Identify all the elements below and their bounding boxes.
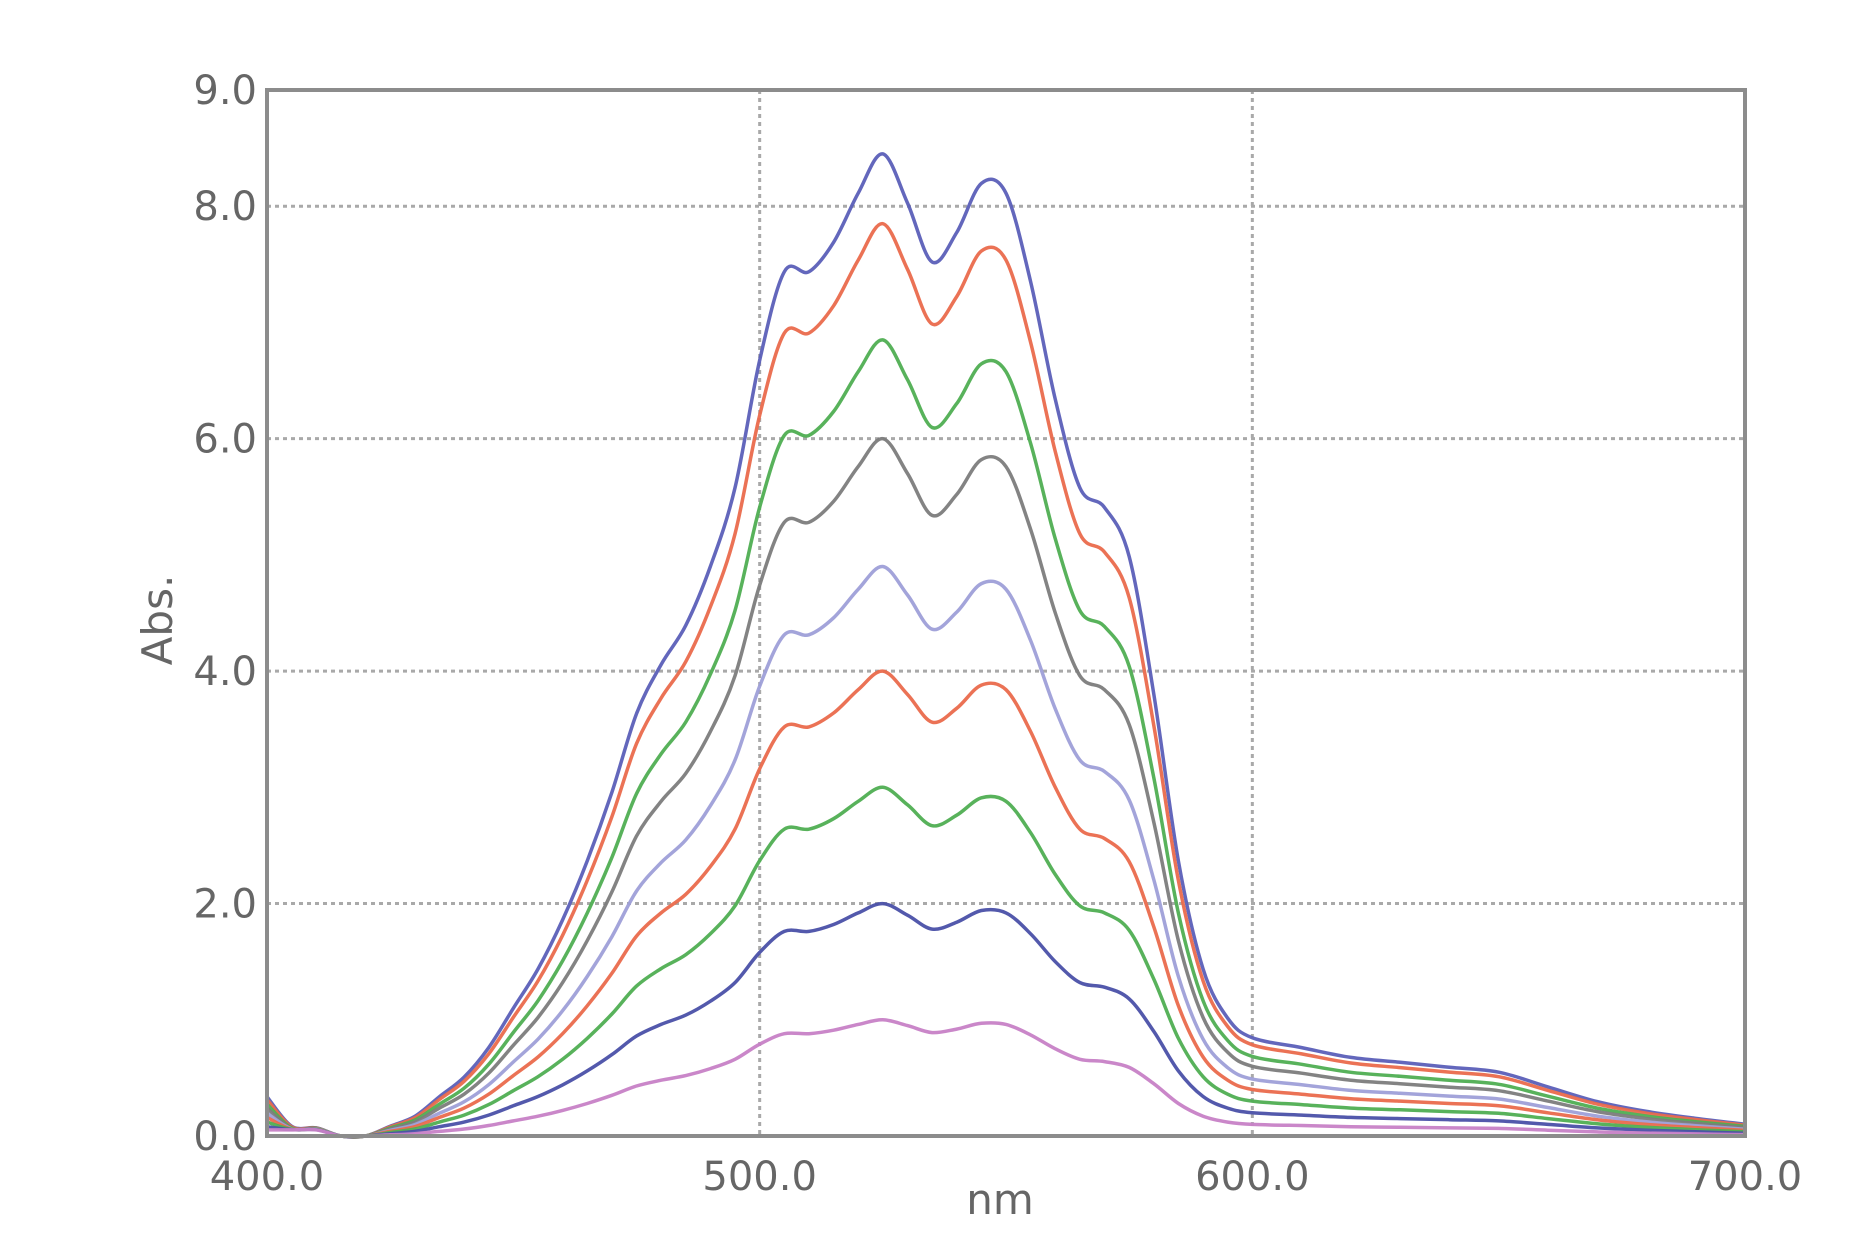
- y-tick-labels: 0.0 2.0 4.0 6.0 8.0 9.0: [193, 68, 257, 1160]
- series-line: [265, 564, 1747, 1139]
- x-tick-label: 400.0: [210, 1154, 325, 1200]
- series-line: [265, 901, 1747, 1139]
- y-tick-label: 8.0: [193, 184, 257, 230]
- y-axis-label: Abs.: [133, 575, 182, 666]
- x-tick-label: 700.0: [1688, 1154, 1803, 1200]
- series-line: [265, 221, 1747, 1139]
- y-tick-label: 9.0: [193, 68, 257, 114]
- series-line: [265, 669, 1747, 1139]
- y-tick-label: 0.0: [193, 1114, 257, 1160]
- series-line: [265, 152, 1747, 1139]
- series-line: [265, 436, 1747, 1139]
- series-line: [265, 785, 1747, 1139]
- series-line: [265, 1018, 1747, 1139]
- y-tick-label: 6.0: [193, 417, 257, 463]
- plot-frame: [265, 88, 1747, 1138]
- x-tick-labels: 400.0 500.0 600.0 700.0: [210, 1154, 1803, 1200]
- grid-layer: [267, 90, 1745, 1136]
- y-tick-label: 2.0: [193, 882, 257, 928]
- series-line: [265, 338, 1747, 1139]
- series-layer: [265, 152, 1747, 1139]
- x-tick-label: 500.0: [702, 1154, 817, 1200]
- x-tick-label: 600.0: [1195, 1154, 1310, 1200]
- y-tick-label: 4.0: [193, 649, 257, 695]
- x-axis-label: nm: [966, 1175, 1034, 1224]
